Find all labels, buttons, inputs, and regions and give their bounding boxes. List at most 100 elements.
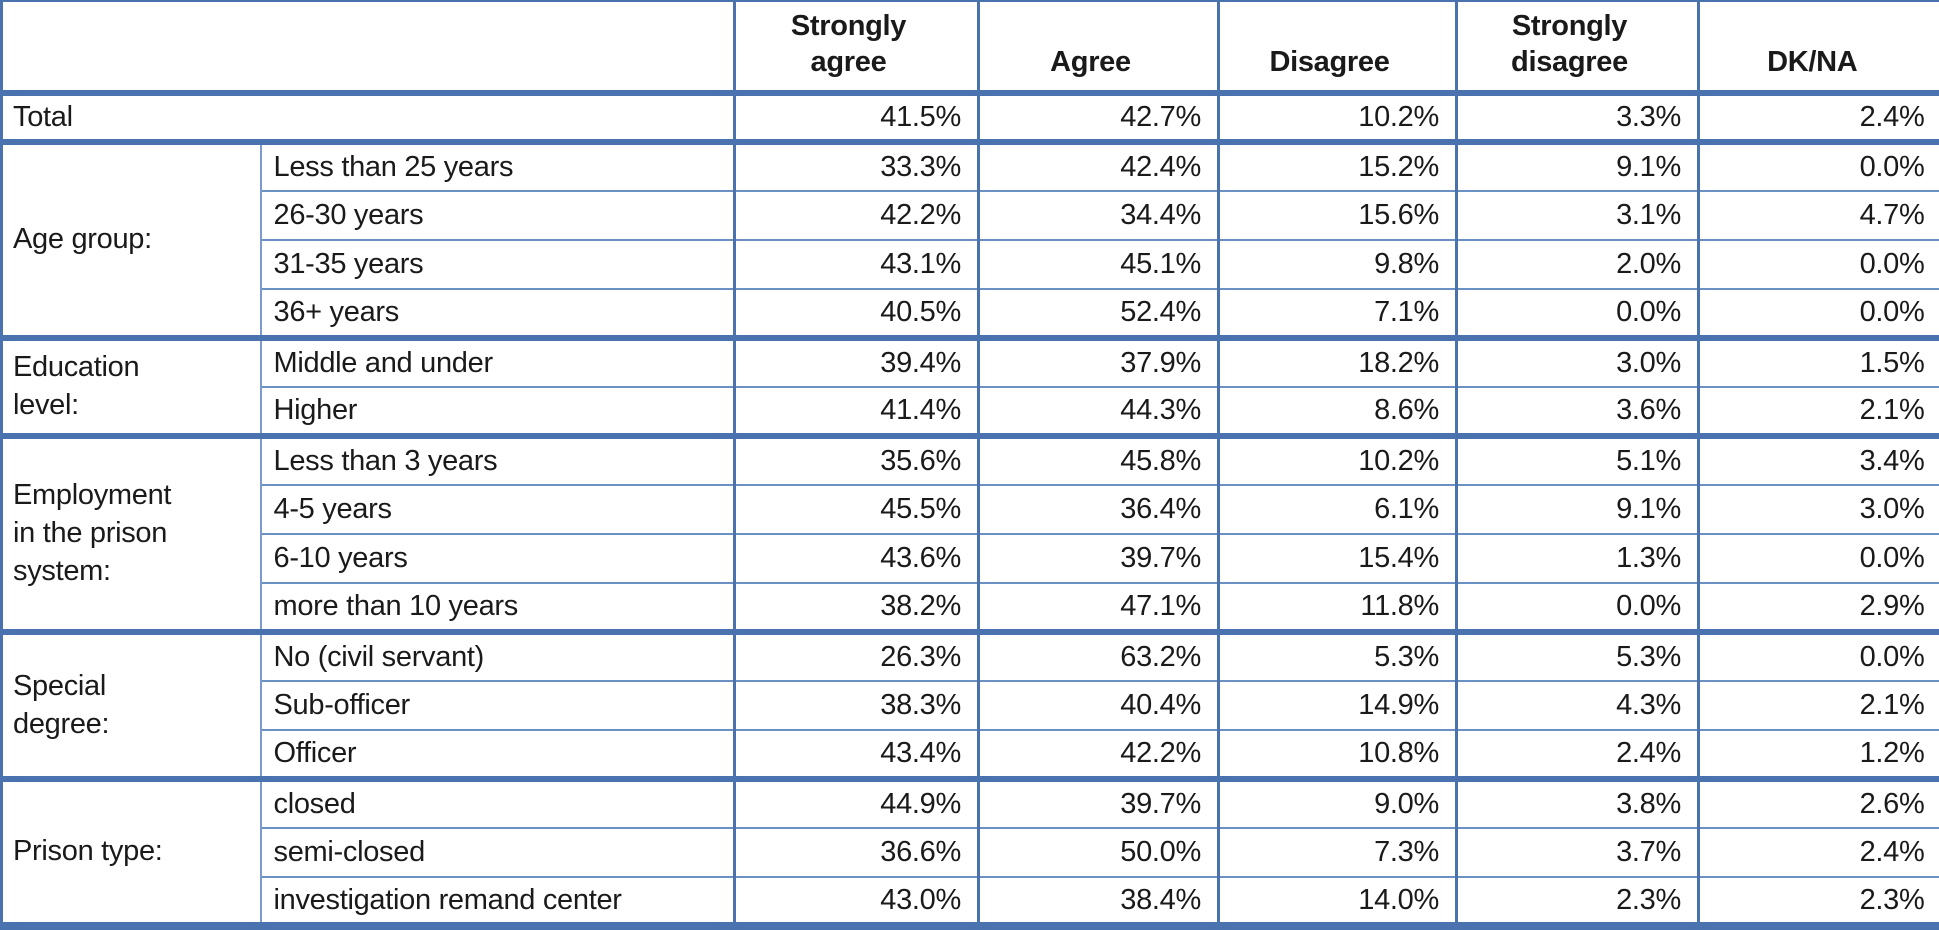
total-row: Total 41.5% 42.7% 10.2% 3.3% 2.4% (2, 93, 1939, 142)
cell-value: 3.4% (1699, 436, 1939, 485)
cell-value: 3.1% (1457, 191, 1699, 240)
row-label: Sub-officer (261, 681, 735, 730)
cell-value: 1.3% (1457, 534, 1699, 583)
cell-value: 3.6% (1457, 387, 1699, 436)
cell-value: 1.5% (1699, 338, 1939, 387)
cell-value: 8.6% (1219, 387, 1457, 436)
row-label: No (civil servant) (261, 632, 735, 681)
table-row: 26-30 years 42.2% 34.4% 15.6% 3.1% 4.7% (2, 191, 1939, 240)
cell-value: 26.3% (735, 632, 979, 681)
cell-value: 0.0% (1457, 289, 1699, 338)
row-label: 6-10 years (261, 534, 735, 583)
group-label-education: Education level: (2, 338, 261, 436)
cell-value: 0.0% (1699, 142, 1939, 191)
cell-value: 33.3% (735, 142, 979, 191)
cell-value: 15.6% (1219, 191, 1457, 240)
cell-value: 9.0% (1219, 779, 1457, 828)
row-label: Higher (261, 387, 735, 436)
cell-value: 10.2% (1219, 93, 1457, 142)
cell-value: 3.0% (1699, 485, 1939, 534)
cell-value: 39.7% (979, 779, 1219, 828)
cell-value: 2.9% (1699, 583, 1939, 632)
cell-value: 5.1% (1457, 436, 1699, 485)
cell-value: 5.3% (1219, 632, 1457, 681)
cell-value: 42.4% (979, 142, 1219, 191)
cell-value: 3.8% (1457, 779, 1699, 828)
cell-value: 0.0% (1699, 534, 1939, 583)
cell-value: 6.1% (1219, 485, 1457, 534)
row-label: 36+ years (261, 289, 735, 338)
cell-value: 39.7% (979, 534, 1219, 583)
header-row: Strongly agree Agree Disagree Strongly d… (2, 1, 1939, 93)
column-header-disagree: Disagree (1219, 1, 1457, 93)
cell-value: 3.3% (1457, 93, 1699, 142)
group-label-prison-type: Prison type: (2, 779, 261, 926)
cell-value: 10.8% (1219, 730, 1457, 779)
cell-value: 2.6% (1699, 779, 1939, 828)
cell-value: 43.4% (735, 730, 979, 779)
cell-value: 2.1% (1699, 681, 1939, 730)
cell-value: 42.2% (735, 191, 979, 240)
table-row: Education level: Middle and under 39.4% … (2, 338, 1939, 387)
row-label: investigation remand center (261, 877, 735, 926)
cell-value: 47.1% (979, 583, 1219, 632)
cell-value: 38.2% (735, 583, 979, 632)
table-row: 31-35 years 43.1% 45.1% 9.8% 2.0% 0.0% (2, 240, 1939, 289)
cell-value: 0.0% (1699, 240, 1939, 289)
column-header-agree: Agree (979, 1, 1219, 93)
cell-value: 11.8% (1219, 583, 1457, 632)
cell-value: 3.7% (1457, 828, 1699, 877)
row-label: closed (261, 779, 735, 828)
cell-value: 9.8% (1219, 240, 1457, 289)
cell-value: 4.7% (1699, 191, 1939, 240)
cell-value: 4.3% (1457, 681, 1699, 730)
cell-value: 44.3% (979, 387, 1219, 436)
cell-value: 41.5% (735, 93, 979, 142)
table-row: 6-10 years 43.6% 39.7% 15.4% 1.3% 0.0% (2, 534, 1939, 583)
group-label-age: Age group: (2, 142, 261, 338)
row-label: 4-5 years (261, 485, 735, 534)
table-row: Prison type: closed 44.9% 39.7% 9.0% 3.8… (2, 779, 1939, 828)
table-row: semi-closed 36.6% 50.0% 7.3% 3.7% 2.4% (2, 828, 1939, 877)
table-row: Officer 43.4% 42.2% 10.8% 2.4% 1.2% (2, 730, 1939, 779)
cell-value: 43.0% (735, 877, 979, 926)
table-row: 36+ years 40.5% 52.4% 7.1% 0.0% 0.0% (2, 289, 1939, 338)
column-header-dk-na: DK/NA (1699, 1, 1939, 93)
cell-value: 15.2% (1219, 142, 1457, 191)
row-label: semi-closed (261, 828, 735, 877)
cell-value: 2.4% (1457, 730, 1699, 779)
cell-value: 36.4% (979, 485, 1219, 534)
cell-value: 2.0% (1457, 240, 1699, 289)
total-label: Total (2, 93, 735, 142)
cell-value: 36.6% (735, 828, 979, 877)
table-row: 4-5 years 45.5% 36.4% 6.1% 9.1% 3.0% (2, 485, 1939, 534)
table-row: Age group: Less than 25 years 33.3% 42.4… (2, 142, 1939, 191)
cell-value: 42.7% (979, 93, 1219, 142)
cell-value: 34.4% (979, 191, 1219, 240)
cell-value: 0.0% (1699, 632, 1939, 681)
header-corner-cell (2, 1, 735, 93)
cell-value: 7.1% (1219, 289, 1457, 338)
row-label: 26-30 years (261, 191, 735, 240)
cell-value: 35.6% (735, 436, 979, 485)
table-row: investigation remand center 43.0% 38.4% … (2, 877, 1939, 926)
cell-value: 15.4% (1219, 534, 1457, 583)
row-label: more than 10 years (261, 583, 735, 632)
cell-value: 14.9% (1219, 681, 1457, 730)
table-row: Special degree: No (civil servant) 26.3%… (2, 632, 1939, 681)
group-label-special-degree: Special degree: (2, 632, 261, 779)
cell-value: 38.4% (979, 877, 1219, 926)
group-label-employment: Employment in the prison system: (2, 436, 261, 632)
cell-value: 45.8% (979, 436, 1219, 485)
cell-value: 0.0% (1457, 583, 1699, 632)
column-header-strongly-disagree: Strongly disagree (1457, 1, 1699, 93)
row-label: 31-35 years (261, 240, 735, 289)
cell-value: 5.3% (1457, 632, 1699, 681)
cell-value: 9.1% (1457, 485, 1699, 534)
cell-value: 41.4% (735, 387, 979, 436)
row-label: Middle and under (261, 338, 735, 387)
column-header-strongly-agree: Strongly agree (735, 1, 979, 93)
row-label: Less than 25 years (261, 142, 735, 191)
cell-value: 9.1% (1457, 142, 1699, 191)
